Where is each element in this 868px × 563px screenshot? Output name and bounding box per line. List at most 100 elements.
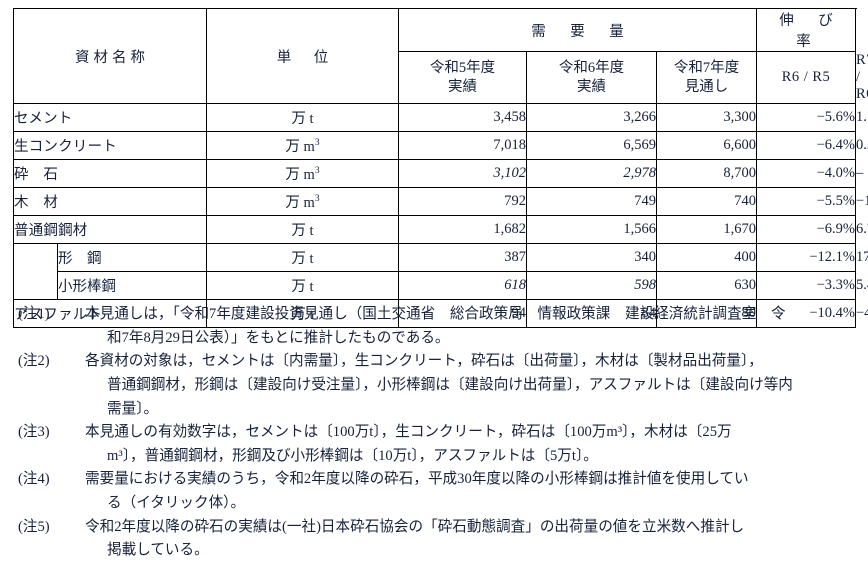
header-unit: 単 位 (206, 8, 399, 104)
row-material-name: 砕 石 (13, 159, 207, 188)
row-demand-r6: 6,569 (526, 131, 657, 160)
row-demand-r5: 1,682 (398, 215, 527, 244)
row-demand-r6: 1,566 (526, 215, 657, 244)
row-material-name: 形 鋼 (57, 243, 207, 272)
header-material-name: 資材名称 (13, 8, 207, 104)
row-demand-r6: 340 (526, 243, 657, 272)
header-group-growth-rate: 伸 び 率 (756, 8, 856, 52)
note-item: (注5) 令和2年度以降の砕石の実績は(一社)日本砕石協会の「砕石動態調査」の出荷… (13, 516, 858, 563)
row-demand-r5: 387 (398, 243, 527, 272)
row-demand-r6: 3,266 (526, 103, 657, 132)
row-rate-r6-r5: −4.0% (756, 159, 856, 188)
note-line: 需量〕。 (107, 400, 159, 417)
note-item: (注4) 需要量における実績のうち，令和2年度以降の砕石，平成30年度以降の小形棒… (13, 468, 858, 515)
row-unit: 万 t (206, 243, 399, 272)
row-demand-r7: 1,670 (656, 215, 757, 244)
header-r5-actual-line2: 実績 (448, 78, 477, 95)
row-demand-r7: 8,700 (656, 159, 757, 188)
row-unit: 万 m3 (206, 131, 399, 160)
row-rate-r6-r5: −3.3% (756, 271, 856, 300)
row-material-name: 小形棒鋼 (57, 271, 207, 300)
note-line: 和7年8月29日公表）」をもとに推計したものである。 (107, 329, 450, 346)
header-r6-actual-line1: 令和6年度 (558, 59, 625, 76)
row-unit: 万 m3 (206, 159, 399, 188)
note-item: (注1) 本見通しは，「令和7年度建設投資見通し（国土交通省 総合政策局 情報政策… (13, 303, 858, 350)
row-rate-r6-r5: −6.4% (756, 131, 856, 160)
row-rate-r6-r5: −10.4% (756, 299, 856, 328)
header-r7-forecast-line2: 見通し (684, 78, 729, 95)
note-label: (注5) (18, 518, 50, 535)
row-material-name: 木 材 (13, 187, 207, 216)
row-unit: 万 t (206, 103, 399, 132)
note-line: 各資材の対象は，セメントは〔内需量〕，生コンクリート，砕石は〔出荷量〕，木材は〔… (85, 353, 763, 370)
note-label: (注2) (18, 353, 50, 370)
row-unit: 万 t (206, 299, 399, 328)
demand-forecast-table: 資材名称 単 位 需 要 量 伸 び 率 令和5年度 実績 令和6年度 実績 (13, 8, 868, 328)
header-group-demand: 需 要 量 (398, 8, 757, 52)
row-demand-r6: 84 (526, 299, 657, 328)
row-material-name: セメント (13, 103, 207, 132)
row-demand-r5: 618 (398, 271, 527, 300)
table-row: 砕 石万 m3 3,102 2,978 8,700 −4.0% – (13, 159, 863, 188)
header-r5-actual: 令和5年度 実績 (398, 51, 527, 104)
row-demand-r7: 80 (656, 299, 757, 328)
note-line: m³〕，普通鋼鋼材，形鋼及び小形棒鋼は〔10万t〕，アスファルトは〔5万t〕。 (107, 447, 598, 464)
row-rate-r6-r5: −5.5% (756, 187, 856, 216)
note-line: 需要量における実績のうち，令和2年度以降の砕石，平成30年度以降の小形棒鋼は推計… (85, 471, 749, 488)
row-material-name: 生コンクリート (13, 131, 207, 160)
header-rate-r6-r5: R6 / R5 (756, 51, 856, 104)
row-demand-r5: 3,458 (398, 103, 527, 132)
row-demand-r6: 2,978 (526, 159, 657, 188)
row-demand-r7: 400 (656, 243, 757, 272)
row-demand-r7: 3,300 (656, 103, 757, 132)
note-text: 本見通しの有効数字は，セメントは〔100万t〕，生コンクリート，砕石は〔100万… (75, 421, 858, 468)
demand-forecast-table-container: 資材名称 単 位 需 要 量 伸 び 率 令和5年度 実績 令和6年度 実績 (13, 8, 868, 328)
note-line: 掲載している。 (107, 542, 209, 559)
note-line: 普通鋼鋼材，形鋼は〔建設向け受注量〕，小形棒鋼は〔建設向け出荷量〕，アスファルト… (107, 376, 793, 393)
row-demand-r7: 630 (656, 271, 757, 300)
row-indent-spacer (13, 243, 58, 272)
note-line: る（イタリック体）。 (107, 495, 246, 512)
header-r5-actual-line1: 令和5年度 (429, 59, 496, 76)
row-demand-r7: 740 (656, 187, 757, 216)
row-demand-r5: 7,018 (398, 131, 527, 160)
row-unit: 万 t (206, 271, 399, 300)
row-indent-spacer (13, 271, 58, 300)
note-item: (注3) 本見通しの有効数字は，セメントは〔100万t〕，生コンクリート，砕石は〔… (13, 421, 858, 468)
note-label: (注3) (18, 424, 50, 441)
note-label: (注1) (18, 306, 50, 322)
note-label: (注4) (18, 471, 50, 488)
note-line: 本見通しの有効数字は，セメントは〔100万t〕，生コンクリート，砕石は〔100万… (85, 424, 732, 441)
table-header: 資材名称 単 位 需 要 量 伸 び 率 令和5年度 実績 令和6年度 実績 (13, 8, 868, 104)
note-text: 需要量における実績のうち，令和2年度以降の砕石，平成30年度以降の小形棒鋼は推計… (75, 468, 858, 515)
row-demand-r6: 598 (526, 271, 657, 300)
row-demand-r5: 94 (398, 299, 527, 328)
header-r7-forecast: 令和7年度 見通し (656, 51, 757, 104)
note-text: 本見通しは，「令和7年度建設投資見通し（国土交通省 総合政策局 情報政策課 建設… (75, 303, 858, 350)
header-r7-forecast-line1: 令和7年度 (673, 59, 740, 76)
row-unit: 万 t (206, 215, 399, 244)
row-rate-r6-r5: −5.6% (756, 103, 856, 132)
note-line: 本見通しは，「令和7年度建設投資見通し（国土交通省 総合政策局 情報政策課 建設… (85, 306, 786, 322)
row-demand-r5: 3,102 (398, 159, 527, 188)
row-unit: 万 m3 (206, 187, 399, 216)
row-material-name: アスファルト (13, 299, 207, 328)
row-material-name: 普通鋼鋼材 (13, 215, 207, 244)
row-rate-r6-r5: −6.9% (756, 215, 856, 244)
header-r6-actual-line2: 実績 (577, 78, 606, 95)
row-rate-r6-r5: −12.1% (756, 243, 856, 272)
row-demand-r6: 749 (526, 187, 657, 216)
note-item: (注2) 各資材の対象は，セメントは〔内需量〕，生コンクリート，砕石は〔出荷量〕，… (13, 350, 858, 421)
note-text: 令和2年度以降の砕石の実績は(一社)日本砕石協会の「砕石動態調査」の出荷量の値を… (75, 516, 858, 563)
note-line: 令和2年度以降の砕石の実績は(一社)日本砕石協会の「砕石動態調査」の出荷量の値を… (85, 518, 745, 535)
header-r6-actual: 令和6年度 実績 (526, 51, 657, 104)
